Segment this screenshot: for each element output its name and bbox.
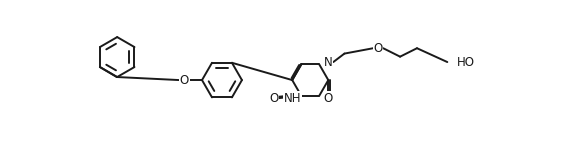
Text: HO: HO (457, 56, 475, 69)
Text: O: O (324, 92, 333, 105)
Text: NH: NH (283, 92, 301, 105)
Text: O: O (270, 92, 279, 105)
Text: N: N (324, 56, 333, 69)
Text: O: O (374, 42, 383, 55)
Text: O: O (324, 92, 333, 105)
Text: O: O (180, 74, 189, 87)
Text: O: O (270, 92, 279, 105)
Text: O: O (374, 42, 383, 55)
Text: N: N (324, 56, 333, 69)
Text: HO: HO (457, 56, 475, 69)
Text: NH: NH (283, 92, 301, 105)
Text: O: O (180, 74, 189, 87)
